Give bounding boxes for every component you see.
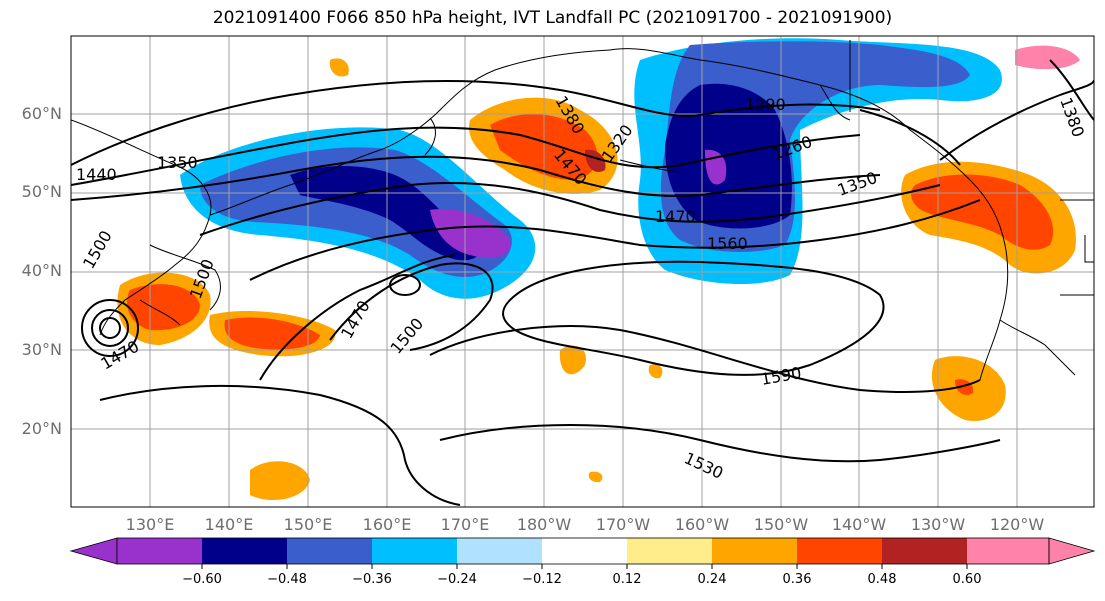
colorbar-label: −0.12 [522, 572, 562, 587]
colorbar-segment [287, 538, 372, 564]
colorbar-extend-low [69, 537, 118, 565]
negative-region-dark-blue [290, 165, 481, 261]
colorbar-segment [797, 538, 882, 564]
colorbar-label: 0.48 [867, 572, 897, 587]
colorbar-ticks [201, 564, 968, 569]
ivt-shading [117, 38, 1080, 500]
positive-region-southwest [250, 461, 310, 500]
lon-label: 170°W [595, 515, 651, 534]
contour-label: 1350 [157, 153, 198, 172]
lat-label: 30°N [21, 340, 62, 359]
contour-label: 1290 [745, 95, 786, 114]
lat-label: 40°N [21, 261, 62, 280]
colorbar-segment [542, 538, 627, 564]
colorbar-segment [967, 538, 1049, 564]
positive-region-pacific-south-red [224, 317, 320, 350]
colorbar-extend-high [1048, 537, 1096, 565]
positive-region-small-north [329, 58, 349, 77]
colorbar-label: −0.48 [267, 572, 307, 587]
lon-label: 130°W [910, 515, 966, 534]
lon-label: 150°W [753, 515, 809, 534]
map-border [70, 35, 1095, 508]
contour-label: 1560 [707, 234, 748, 253]
contour-label: 1440 [76, 165, 117, 184]
lon-label: 150°E [283, 515, 333, 534]
positive-region-pink [1015, 45, 1080, 70]
lon-label: 120°W [989, 515, 1045, 534]
positive-region-japan-red [126, 284, 200, 331]
height-contours [71, 59, 1094, 506]
lon-label: 140°E [204, 515, 254, 534]
lat-label: 50°N [21, 182, 62, 201]
lon-label: 170°E [440, 515, 490, 534]
lat-label: 60°N [21, 104, 62, 123]
colorbar-segment [712, 538, 797, 564]
colorbar-label: 0.24 [697, 572, 727, 587]
colorbar-label: 0.60 [952, 572, 982, 587]
colorbar-label: 0.12 [612, 572, 642, 587]
lon-label: 180°W [516, 515, 572, 534]
colorbar-segment [457, 538, 542, 564]
positive-region-small-mid [559, 345, 586, 375]
colorbar-label: −0.36 [352, 572, 392, 587]
lon-label: 160°W [674, 515, 730, 534]
colorbar-outline [116, 537, 1050, 565]
lon-label: 160°E [362, 515, 412, 534]
positive-region-aleutian-darkred [585, 149, 606, 172]
colorbar [69, 537, 1096, 569]
positive-region-small-mid-2 [648, 364, 663, 379]
colorbar-label: 0.36 [782, 572, 812, 587]
colorbar-segment [117, 538, 202, 564]
colorbar-segment [882, 538, 967, 564]
positive-region-tiny [588, 471, 603, 483]
contour-label: 1470 [655, 207, 696, 226]
colorbar-label: −0.60 [182, 572, 222, 587]
colorbar-segment [627, 538, 712, 564]
lat-label: 20°N [21, 419, 62, 438]
map-title: 2021091400 F066 850 hPa height, IVT Land… [212, 8, 893, 28]
negative-region-purple [430, 209, 511, 258]
colorbar-label: −0.24 [437, 572, 477, 587]
gridlines [71, 36, 1094, 507]
coastlines [71, 40, 1094, 381]
positive-region-mexico-red [955, 379, 974, 395]
negative-region-alaska-dark [665, 83, 792, 229]
colorbar-segment [202, 538, 287, 564]
lon-label: 140°W [831, 515, 887, 534]
colorbar-segment [372, 538, 457, 564]
lon-label: 130°E [125, 515, 175, 534]
